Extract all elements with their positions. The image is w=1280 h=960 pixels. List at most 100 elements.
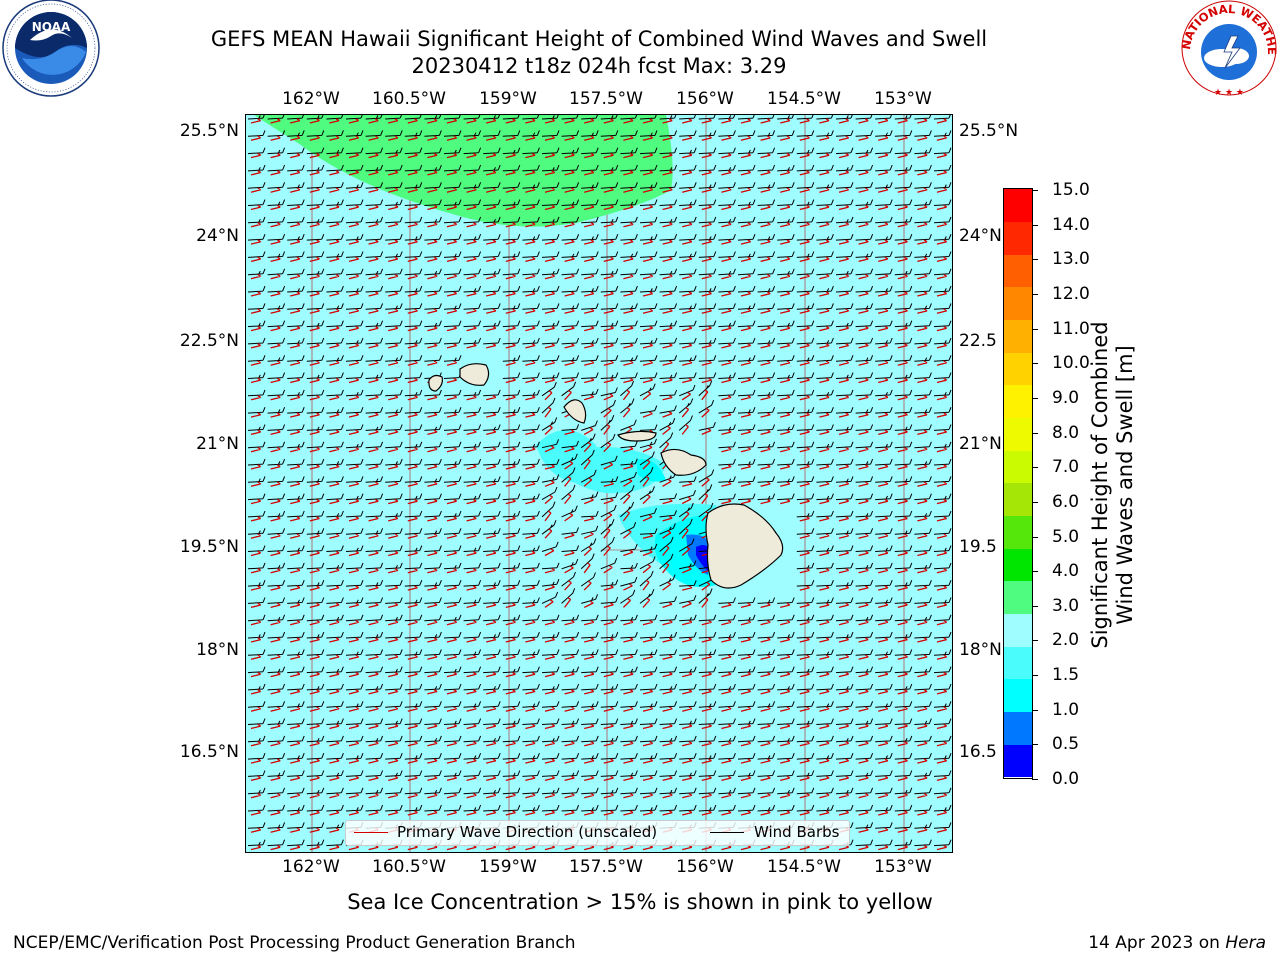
lon-tick-bottom: 162°W <box>282 857 340 877</box>
chart-subtitle: 20230412 t18z 024h fcst Max: 3.29 <box>411 54 787 78</box>
lon-tick-bottom: 159°W <box>479 857 537 877</box>
colorbar-band <box>1004 254 1032 288</box>
lon-tick-bottom: 156°W <box>676 857 734 877</box>
wind-barbs <box>247 115 952 847</box>
lat-tick-left: 25.5°N <box>179 121 239 141</box>
swh-contour-3m <box>254 115 673 227</box>
wave-arrow-glyphs <box>250 118 948 851</box>
colorbar-tick <box>1032 605 1038 607</box>
colorbar-tick-label: 10.0 <box>1052 353 1090 374</box>
primary-wave-legend-line <box>354 832 388 833</box>
lat-tick-right: 16.5 <box>959 742 997 762</box>
footer-date: 14 Apr 2023 on <box>1088 933 1226 953</box>
svg-text:NOAA: NOAA <box>32 20 71 34</box>
primary-wave-direction-arrows <box>250 118 948 851</box>
lat-tick-right: 25.5°N <box>959 121 1019 141</box>
colorbar-tick-label: 1.5 <box>1052 665 1080 686</box>
colorbar-band <box>1004 613 1032 647</box>
colorbar-tick <box>1032 536 1038 538</box>
colorbar-tick <box>1032 571 1038 573</box>
colorbar-tick-label: 3.0 <box>1052 595 1080 616</box>
noaa-logo: NOAA <box>0 0 104 100</box>
map-panel <box>245 114 953 853</box>
colorbar-band <box>1004 450 1032 484</box>
lat-tick-left: 16.5°N <box>179 742 239 762</box>
colorbar-tick-label: 14.0 <box>1052 214 1090 235</box>
footer-left: NCEP/EMC/Verification Post Processing Pr… <box>13 933 576 953</box>
lat-tick-right: 19.5 <box>959 537 997 557</box>
lon-tick-bottom: 157.5°W <box>569 857 643 877</box>
sea-ice-note: Sea Ice Concentration > 15% is shown in … <box>347 890 933 914</box>
colorbar-title-line2: Wind Waves and Swell [m] <box>1113 345 1137 625</box>
primary-wave-legend-label: Primary Wave Direction (unscaled) <box>397 823 658 841</box>
lat-tick-left: 24°N <box>196 226 239 246</box>
colorbar-tick-label: 5.0 <box>1052 526 1080 547</box>
colorbar-band <box>1004 189 1032 223</box>
colorbar-band <box>1004 483 1032 517</box>
lon-tick-top: 157.5°W <box>569 89 643 109</box>
island-hawaii <box>705 503 784 589</box>
colorbar-tick <box>1032 363 1038 365</box>
colorbar-band <box>1004 385 1032 419</box>
island-kauai <box>459 363 490 386</box>
nws-logo: NATIONAL WEATHER SERVICE ★ ★ ★ <box>1174 0 1280 100</box>
colorbar-tick <box>1032 190 1038 191</box>
lat-tick-left: 18°N <box>196 640 239 660</box>
colorbar-title: Significant Height of Combined Wind Wave… <box>1088 225 1138 745</box>
colorbar-band <box>1004 319 1032 353</box>
colorbar-tick-label: 8.0 <box>1052 422 1080 443</box>
lon-tick-top: 153°W <box>874 89 932 109</box>
colorbar-tick-label: 2.0 <box>1052 630 1080 651</box>
colorbar-title-line1: Significant Height of Combined <box>1088 321 1112 649</box>
map-legend: Primary Wave Direction (unscaled) Wind B… <box>345 820 850 846</box>
colorbar-band <box>1004 646 1032 680</box>
swh-contour-1.5m <box>546 447 666 494</box>
lat-tick-right: 22.5 <box>959 331 997 351</box>
colorbar-tick-label: 13.0 <box>1052 249 1090 270</box>
colorbar-tick <box>1032 293 1038 295</box>
colorbar-tick-label: 12.0 <box>1052 283 1090 304</box>
colorbar-band <box>1004 581 1032 615</box>
colorbar-tick-label: 9.0 <box>1052 387 1080 408</box>
wind-barbs-legend-line <box>710 832 744 833</box>
island-molokai <box>617 430 657 442</box>
colorbar-tick <box>1032 328 1038 330</box>
colorbar-tick <box>1032 779 1038 780</box>
colorbar-band <box>1004 548 1032 582</box>
colorbar-tick-label: 0.5 <box>1052 734 1080 755</box>
colorbar-band <box>1004 221 1032 255</box>
colorbar-band <box>1004 287 1032 321</box>
colorbar-tick <box>1032 501 1038 503</box>
swh-contour-1m <box>636 459 666 482</box>
footer-host: Hera <box>1225 933 1266 953</box>
lon-tick-top: 156°W <box>676 89 734 109</box>
lon-tick-top: 159°W <box>479 89 537 109</box>
chart-title: GEFS MEAN Hawaii Significant Height of C… <box>210 27 988 51</box>
colorbar-tick <box>1032 675 1038 677</box>
colorbar-band <box>1004 352 1032 386</box>
colorbar-band <box>1004 515 1032 549</box>
lon-tick-top: 154.5°W <box>767 89 841 109</box>
footer-right: 14 Apr 2023 on Hera <box>1088 933 1266 953</box>
lat-tick-right: 24°N <box>959 226 1002 246</box>
lat-tick-right: 21°N <box>959 434 1002 454</box>
lon-tick-bottom: 160.5°W <box>372 857 446 877</box>
colorbar-band <box>1004 744 1032 778</box>
colorbar-tick-label: 11.0 <box>1052 318 1090 339</box>
colorbar-tick-label: 7.0 <box>1052 457 1080 478</box>
colorbar-band <box>1004 679 1032 713</box>
island-oahu <box>563 399 587 424</box>
island-niihau <box>428 374 443 392</box>
svg-text:★ ★ ★: ★ ★ ★ <box>1214 88 1244 98</box>
lon-tick-bottom: 154.5°W <box>767 857 841 877</box>
colorbar-tick <box>1032 224 1038 226</box>
swh-contours <box>254 115 716 588</box>
lat-tick-left: 19.5°N <box>179 537 239 557</box>
colorbar-tick <box>1032 397 1038 399</box>
colorbar-tick <box>1032 259 1038 261</box>
map-canvas <box>247 115 952 852</box>
colorbar-tick-label: 6.0 <box>1052 491 1080 512</box>
lat-tick-left: 21°N <box>196 434 239 454</box>
island-maui <box>660 448 707 476</box>
colorbar-tick <box>1032 709 1038 711</box>
